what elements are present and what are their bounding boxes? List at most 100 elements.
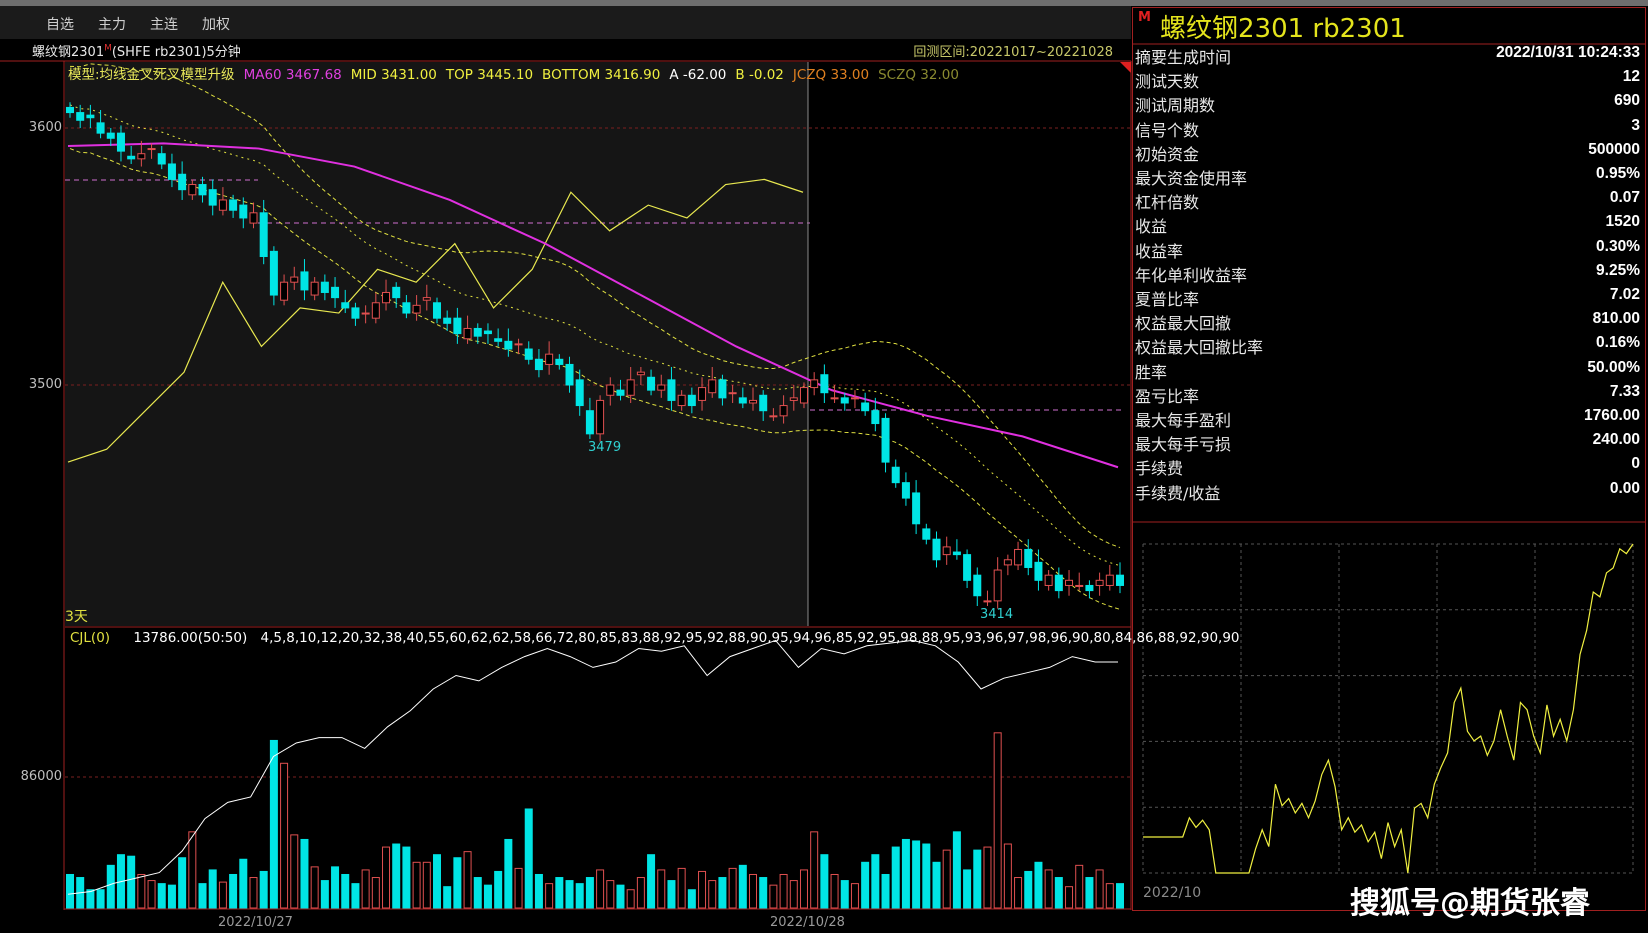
summary-row: 测试天数 12: [1135, 68, 1640, 92]
candle: [280, 281, 289, 301]
candle: [443, 317, 452, 324]
legend-item: 模型:均线金叉死叉模型升级: [68, 67, 235, 83]
volume-bar: [861, 861, 870, 909]
menu-item-watchlist[interactable]: 自选: [46, 17, 74, 33]
summary-value: 0.30%: [1596, 237, 1640, 255]
volume-bar: [789, 880, 798, 909]
volume-bar: [320, 880, 329, 909]
candle: [810, 379, 819, 389]
volume-bar: [912, 840, 921, 909]
volume-bar: [1034, 861, 1043, 909]
volume-value: 13786.00(50:50): [133, 630, 248, 646]
candle: [799, 387, 808, 404]
candle: [351, 307, 360, 319]
summary-value: 690: [1614, 92, 1640, 110]
candle: [596, 399, 605, 435]
volume-bar: [942, 849, 951, 909]
summary-row: 收益率 0.30%: [1135, 238, 1640, 262]
summary-value: 0: [1631, 455, 1640, 473]
candle: [738, 397, 747, 404]
summary-value: 3: [1631, 116, 1640, 134]
summary-row: 测试周期数 690: [1135, 92, 1640, 116]
candle: [861, 402, 870, 412]
volume-bar: [555, 877, 564, 909]
candle: [1014, 548, 1023, 566]
equity-curve: [1143, 543, 1634, 874]
volume-bar: [963, 869, 972, 909]
volume-bar: [259, 870, 268, 909]
candle: [86, 114, 95, 119]
volume-bar: [799, 869, 808, 909]
volume-bar: [351, 883, 360, 909]
volume-bar: [443, 886, 452, 909]
volume-bar: [952, 831, 961, 909]
legend-item: SCZQ 32.00: [878, 67, 959, 83]
volume-bar: [371, 877, 380, 909]
candle: [565, 363, 574, 386]
menu-item-weighted[interactable]: 加权: [202, 17, 230, 33]
candle: [1075, 584, 1084, 587]
summary-row: 信号个数 3: [1135, 117, 1640, 141]
candle: [290, 276, 299, 283]
candle: [728, 392, 737, 395]
volume-bar: [280, 762, 289, 909]
date-label: 2022/10/27: [218, 915, 293, 930]
summary-key: 杠杆倍数: [1135, 193, 1200, 213]
summary-key: 测试周期数: [1135, 96, 1216, 116]
candle: [239, 204, 248, 219]
volume-bar: [718, 877, 727, 909]
candle: [371, 302, 380, 319]
volume-bar: [483, 884, 492, 909]
summary-key: 测试天数: [1135, 72, 1200, 92]
candle: [127, 155, 136, 160]
summary-value: 240.00: [1592, 431, 1640, 449]
volume-bar: [66, 873, 74, 909]
volume-bar: [891, 846, 900, 909]
volume-bar: [463, 851, 472, 909]
summary-value: 1760.00: [1583, 407, 1640, 424]
menu-item-main[interactable]: 主力: [98, 17, 126, 33]
summary-value: 7.02: [1609, 286, 1640, 303]
volume-bar: [1065, 886, 1074, 909]
ma60-line: [67, 142, 1119, 469]
candle: [402, 302, 411, 314]
summary-key: 摘要生成时间: [1135, 48, 1232, 67]
summary-row: 最大每手盈利 1760.00: [1135, 407, 1640, 431]
candle: [718, 379, 727, 399]
summary-row: 收益 1520: [1135, 213, 1640, 237]
candle: [647, 376, 656, 391]
volume-bar: [188, 831, 197, 909]
legend-item: BOTTOM 3416.90: [542, 67, 661, 83]
volume-bar: [392, 843, 401, 909]
contract-name: 螺纹钢2301: [32, 45, 105, 60]
backtest-range: 回测区间:20221017~20221028: [913, 45, 1113, 60]
summary-value: 2022/10/31 10:24:33: [1496, 44, 1640, 61]
candle: [881, 417, 890, 463]
volume-bar: [239, 858, 248, 909]
candle: [178, 173, 187, 191]
candle: [76, 112, 85, 121]
candle: [1095, 579, 1104, 586]
volume-bar: [565, 880, 574, 909]
candle: [667, 379, 676, 401]
candle: [932, 538, 941, 561]
volume-bar: [769, 884, 778, 909]
menu-item-continuous[interactable]: 主连: [150, 17, 178, 33]
volume-bar: [636, 877, 645, 909]
candle: [1003, 559, 1012, 566]
volume-bar: [626, 889, 635, 909]
main-contract-mark: M: [1138, 10, 1151, 25]
candle: [147, 148, 156, 151]
candle: [422, 297, 431, 301]
volume-bar: [290, 834, 299, 909]
volume-label: CJL(0): [70, 630, 111, 646]
candle: [922, 528, 931, 540]
candle: [769, 415, 778, 418]
volume-bar: [157, 883, 166, 909]
candle: [912, 492, 921, 525]
candle: [606, 384, 615, 396]
candle: [432, 302, 441, 319]
volume-bar: [331, 866, 340, 909]
summary-row: 最大资金使用率 0.95%: [1135, 165, 1640, 189]
